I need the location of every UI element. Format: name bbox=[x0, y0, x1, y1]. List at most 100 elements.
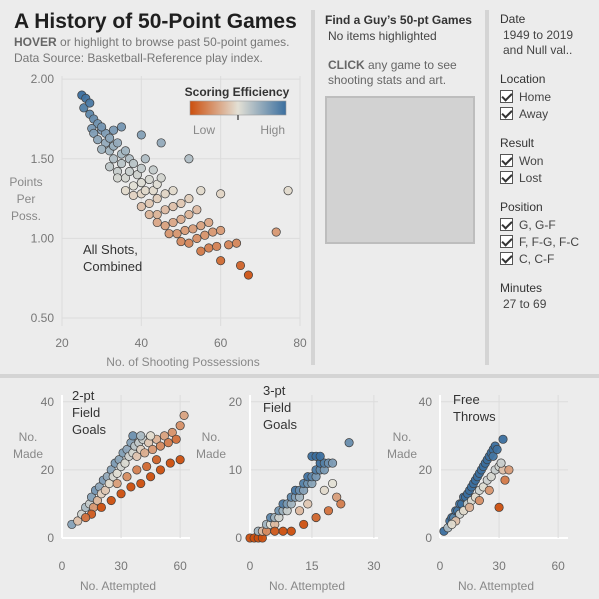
page-subtitle: HOVER or highlight to browse past 50-poi… bbox=[14, 34, 290, 66]
chart-annotation: All Shots, bbox=[83, 242, 138, 257]
data-point bbox=[336, 499, 346, 509]
data-point bbox=[216, 225, 226, 236]
data-point bbox=[81, 513, 91, 523]
option-label: Lost bbox=[519, 170, 542, 185]
y-axis-label: No. bbox=[393, 430, 412, 444]
legend-title: Scoring Efficiency bbox=[185, 85, 290, 99]
filter-position-guard[interactable]: G, G-F bbox=[500, 216, 595, 233]
data-point bbox=[128, 159, 138, 169]
data-point bbox=[136, 163, 146, 173]
data-point bbox=[216, 189, 226, 199]
data-point bbox=[224, 240, 234, 250]
y-axis-label: Made bbox=[196, 447, 226, 461]
filter-location-home[interactable]: Home bbox=[500, 88, 595, 105]
filter-minutes[interactable]: Minutes 27 to 69 bbox=[500, 281, 595, 312]
x-tick-label: 30 bbox=[114, 559, 128, 573]
option-label: Won bbox=[519, 153, 544, 168]
x-axis-label: No. of Shooting Possessions bbox=[106, 355, 259, 369]
option-label: C, C-F bbox=[519, 251, 555, 266]
y-axis-label: Made bbox=[387, 447, 417, 461]
data-point bbox=[176, 237, 186, 247]
click-keyword: CLICK bbox=[328, 58, 365, 72]
checkbox-checked-icon[interactable] bbox=[500, 154, 513, 167]
chart-annotation: Goals bbox=[72, 422, 106, 437]
data-point bbox=[332, 492, 342, 502]
option-label: G, G-F bbox=[519, 217, 556, 232]
x-tick-label: 20 bbox=[55, 336, 69, 350]
option-label: Away bbox=[519, 106, 549, 121]
checkbox-checked-icon[interactable] bbox=[500, 90, 513, 103]
filter-location-label: Location bbox=[500, 72, 546, 86]
data-point bbox=[73, 516, 83, 526]
data-point bbox=[140, 448, 150, 458]
highlight-status: No items highlighted bbox=[328, 29, 437, 43]
data-point bbox=[192, 233, 202, 243]
data-point bbox=[184, 209, 194, 220]
data-point bbox=[328, 478, 338, 489]
data-point bbox=[146, 472, 156, 482]
filter-result-lost[interactable]: Lost bbox=[500, 169, 595, 186]
x-tick-label: 80 bbox=[293, 336, 307, 350]
filter-position-label: Position bbox=[500, 200, 543, 214]
shot-art-placeholder bbox=[325, 96, 475, 244]
x-tick-label: 15 bbox=[305, 559, 319, 573]
data-point bbox=[165, 458, 175, 468]
checkbox-checked-icon[interactable] bbox=[500, 252, 513, 265]
data-point bbox=[498, 434, 508, 444]
data-point bbox=[142, 461, 152, 472]
y-tick-label: 2.00 bbox=[31, 72, 55, 86]
filter-result-label: Result bbox=[500, 136, 535, 150]
y-axis-label: Points bbox=[9, 175, 42, 189]
filter-position-forward[interactable]: F, F-G, F-C bbox=[500, 233, 595, 250]
y-tick-label: 0 bbox=[235, 531, 242, 545]
filter-date-label: Date bbox=[500, 12, 526, 26]
filter-position-center[interactable]: C, C-F bbox=[500, 250, 595, 267]
x-tick-label: 60 bbox=[173, 559, 187, 573]
filter-location: Location Home Away bbox=[500, 72, 595, 122]
data-point bbox=[151, 455, 162, 465]
data-point bbox=[148, 444, 158, 455]
checkbox-checked-icon[interactable] bbox=[500, 171, 513, 184]
data-point bbox=[204, 217, 214, 228]
filter-result-won[interactable]: Won bbox=[500, 152, 595, 169]
y-axis-label: No. bbox=[19, 430, 38, 444]
filter-minutes-label: Minutes bbox=[500, 281, 543, 295]
y-tick-label: 10 bbox=[229, 463, 243, 477]
data-point bbox=[212, 241, 222, 251]
data-point bbox=[106, 495, 116, 506]
data-point bbox=[492, 444, 502, 455]
data-point bbox=[146, 431, 156, 441]
data-point bbox=[97, 122, 107, 132]
data-point bbox=[144, 209, 154, 220]
data-point bbox=[208, 227, 218, 237]
data-point bbox=[160, 189, 170, 199]
checkbox-checked-icon[interactable] bbox=[500, 235, 513, 248]
data-point bbox=[176, 198, 186, 208]
hover-instruction: or highlight to browse past 50-point gam… bbox=[56, 35, 290, 49]
data-point bbox=[494, 502, 504, 512]
data-point bbox=[148, 165, 158, 175]
x-tick-label: 0 bbox=[59, 559, 66, 573]
data-point bbox=[105, 162, 115, 172]
chart-annotation: Throws bbox=[453, 409, 496, 424]
data-point bbox=[100, 485, 110, 495]
legend-high-label: High bbox=[260, 123, 285, 137]
data-point bbox=[140, 154, 150, 164]
data-point bbox=[136, 130, 146, 140]
data-point bbox=[124, 166, 134, 177]
checkbox-checked-icon[interactable] bbox=[500, 107, 513, 120]
data-point bbox=[155, 465, 166, 475]
data-point bbox=[180, 225, 190, 236]
filter-location-away[interactable]: Away bbox=[500, 105, 595, 122]
data-point bbox=[152, 194, 162, 204]
filter-date[interactable]: Date 1949 to 2019 and Null val.. bbox=[500, 12, 595, 58]
data-point bbox=[112, 138, 123, 148]
data-point bbox=[196, 221, 206, 231]
data-point bbox=[188, 224, 198, 234]
data-point bbox=[164, 229, 174, 239]
data-point bbox=[484, 485, 494, 495]
y-tick-label: 1.00 bbox=[31, 231, 55, 245]
data-point bbox=[216, 256, 226, 266]
checkbox-checked-icon[interactable] bbox=[500, 218, 513, 231]
